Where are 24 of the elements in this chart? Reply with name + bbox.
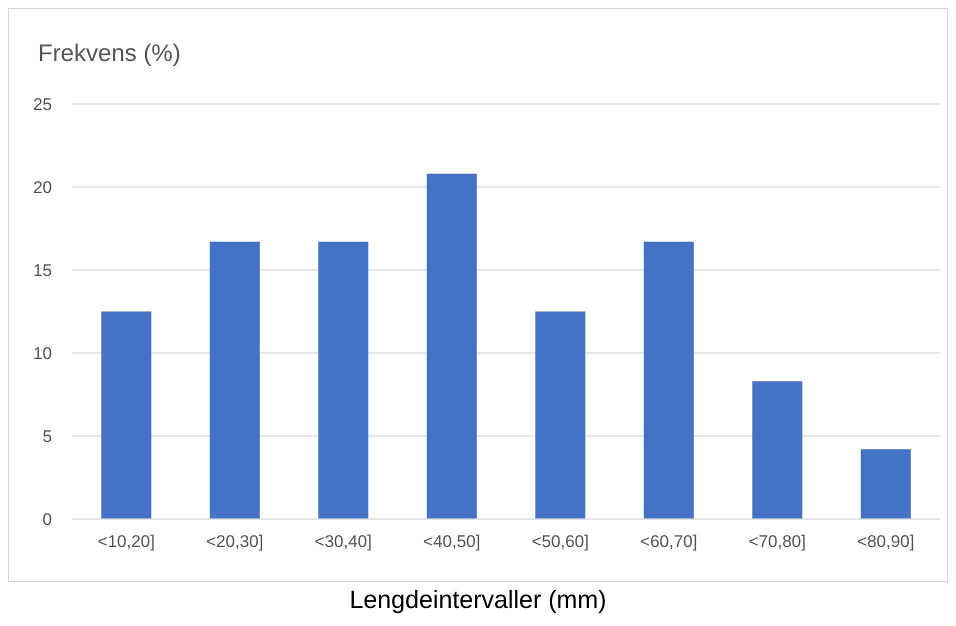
bar xyxy=(210,242,260,519)
bar xyxy=(426,174,477,519)
x-tick-label: <10,20] xyxy=(98,532,155,552)
bar xyxy=(644,242,694,519)
bar xyxy=(860,449,911,519)
bar xyxy=(535,312,586,519)
x-tick-label: <40,50] xyxy=(423,532,480,552)
y-tick-label: 5 xyxy=(42,427,52,446)
y-tick-label: 0 xyxy=(42,510,52,530)
x-tick-label: <30,40] xyxy=(314,532,372,552)
x-tick-label: <60,70] xyxy=(640,532,698,552)
y-axis-title: Frekvens (%) xyxy=(38,40,181,68)
bar xyxy=(752,381,802,519)
x-tick-label: <80,90] xyxy=(857,532,914,552)
bar xyxy=(318,242,368,519)
y-tick-label: 25 xyxy=(33,95,52,114)
x-tick-label: <20,30] xyxy=(206,532,264,552)
bar xyxy=(101,312,152,519)
y-tick-label: 20 xyxy=(33,178,52,198)
x-tick-label: <50,60] xyxy=(532,532,589,552)
y-tick-label: 15 xyxy=(33,261,52,280)
x-axis-title: Lengdeintervaller (mm) xyxy=(348,586,608,615)
x-tick-label: <70,80] xyxy=(748,532,806,552)
y-tick-label: 10 xyxy=(33,344,52,364)
